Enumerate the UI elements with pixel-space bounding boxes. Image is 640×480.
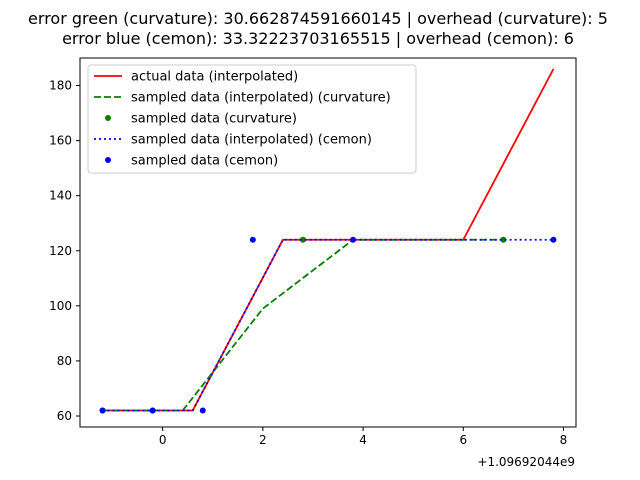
series-line-3 [102, 238, 554, 412]
series-point-4-5 [550, 236, 557, 243]
y-tick-label-4: 140 [49, 189, 72, 203]
legend: actual data (interpolated) sampled data (… [87, 64, 417, 174]
series-point-2-3 [500, 236, 507, 243]
chart-title-line-1: error green (curvature): 30.662874591660… [28, 9, 608, 28]
y-tick-label-2: 100 [49, 299, 72, 313]
series-point-4-3 [249, 236, 256, 243]
y-axis: 60 80 100 120 140 160 180 [49, 79, 80, 423]
legend-swatch-2 [105, 115, 111, 121]
chart-title-line-2: error blue (cemon): 33.32223703165515 | … [62, 29, 574, 48]
legend-label-0: actual data (interpolated) [131, 70, 298, 85]
legend-frame [87, 64, 417, 174]
series-point-4-0 [99, 407, 106, 414]
x-tick-label-3: 6 [459, 433, 467, 447]
legend-label-1: sampled data (interpolated) (curvature) [131, 91, 391, 106]
x-axis: 0 2 4 6 8 [159, 427, 567, 447]
legend-swatch-4 [105, 157, 111, 163]
series-group [99, 68, 557, 414]
x-axis-offset-label: +1.09692044e9 [477, 455, 575, 469]
y-tick-label-5: 160 [49, 134, 72, 148]
y-tick-label-3: 120 [49, 244, 72, 258]
legend-label-2: sampled data (curvature) [131, 112, 297, 127]
series-point-4-2 [199, 407, 206, 414]
series-point-4-4 [350, 236, 357, 243]
y-tick-label-0: 60 [57, 409, 72, 423]
x-tick-label-1: 2 [259, 433, 267, 447]
series-line-1 [102, 238, 504, 412]
x-tick-label-4: 8 [560, 433, 568, 447]
plot-area-frame [79, 57, 577, 428]
legend-label-3: sampled data (interpolated) (cemon) [131, 133, 372, 148]
legend-label-4: sampled data (cemon) [131, 154, 278, 169]
x-tick-label-2: 4 [359, 433, 367, 447]
x-tick-label-0: 0 [159, 433, 167, 447]
series-point-2-2 [299, 236, 306, 243]
y-tick-label-1: 80 [57, 354, 72, 368]
y-tick-label-6: 180 [49, 79, 72, 93]
series-point-4-1 [149, 407, 156, 414]
